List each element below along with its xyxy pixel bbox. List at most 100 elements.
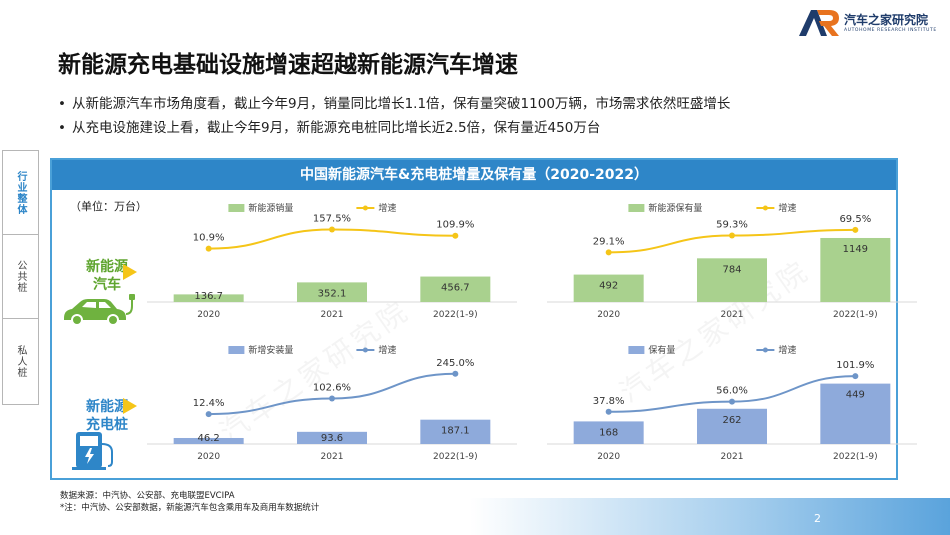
chart-panel: 中国新能源汽车&充电桩增量及保有量（2020-2022） （单位：万台） 汽车之…: [50, 158, 917, 480]
bar: [420, 419, 491, 444]
chart-ev-stock: 新能源保有量 增速 492 2020 784 2021 1149 2022(1-9) 29.1%…: [547, 196, 917, 326]
footer-band: [470, 498, 950, 535]
bar-value-label: 1149: [843, 244, 868, 255]
bar: [697, 258, 767, 302]
chart-pile-new: 新增安装量 增速 46.2 2020 93.6 2021 187.1 2022(1-9) 12.…: [147, 338, 517, 468]
bar-value-label: 456.7: [441, 283, 470, 294]
side-nav-item-industry[interactable]: 行业整体: [3, 151, 38, 235]
growth-value-label: 102.6%: [313, 382, 351, 393]
category-pile-line1: 新能源: [86, 399, 128, 415]
growth-value-label: 56.0%: [716, 386, 748, 397]
x-tick-label: 2021: [321, 452, 344, 462]
growth-value-label: 37.8%: [593, 396, 625, 407]
legend-bar-label: 保有量: [648, 344, 675, 356]
chart-pile-stock: 保有量 增速 168 2020 262 2021 449 2022(1-9) 37.8% 56.0…: [547, 338, 917, 468]
growth-value-label: 245.0%: [436, 358, 474, 369]
x-tick-label: 2022(1-9): [433, 452, 478, 462]
legend-line-marker: [762, 205, 768, 211]
bar-value-label: 784: [722, 264, 741, 275]
bar: [297, 431, 367, 444]
ev-sales-svg: 新能源销量 增速 136.7 2020 352.1 2021 456.7 2022(1-9) 1…: [147, 202, 517, 320]
side-nav-item-private-pile[interactable]: 私人桩: [3, 319, 38, 404]
growth-point: [852, 373, 859, 380]
category-ev-line1: 新能源: [86, 259, 128, 275]
x-tick-label: 2020: [597, 452, 620, 462]
legend-line-marker: [362, 347, 368, 353]
growth-point: [452, 370, 459, 377]
category-ev-line2: 汽车: [93, 277, 121, 293]
pile-stock-svg: 保有量 增速 168 2020 262 2021 449 2022(1-9) 37.8% 56.0…: [547, 344, 917, 462]
legend-line-label: 增速: [778, 202, 796, 214]
x-tick-label: 2022(1-9): [833, 452, 878, 462]
legend-line-label: 增速: [378, 344, 396, 356]
legend-bar-swatch: [228, 346, 245, 354]
bullet-item: 从新能源汽车市场角度看，截止今年9月，销量同比增长1.1倍，保有量突破1100万…: [58, 92, 730, 116]
panel-title: 中国新能源汽车&充电桩增量及保有量（2020-2022）: [300, 167, 648, 183]
growth-value-label: 12.4%: [193, 398, 225, 409]
legend-line-marker: [362, 205, 368, 211]
growth-value-label: 59.3%: [716, 220, 748, 231]
category-pile-line2: 充电桩: [86, 417, 128, 433]
brand-name: 汽车之家研究院: [844, 13, 929, 27]
side-nav-label: 私人桩: [15, 345, 26, 378]
side-nav-label: 公共桩: [15, 260, 26, 293]
legend-bar-label: 新增安装量: [248, 344, 293, 356]
legend-line-label: 增速: [378, 202, 396, 214]
page-title: 新能源充电基础设施增速超越新能源汽车增速: [58, 52, 518, 78]
footnotes: 数据来源：中汽协、公安部、充电联盟EVCIPA *注：中汽协、公安部数据，新能源…: [60, 490, 319, 514]
growth-point: [605, 408, 612, 415]
summary-bullets: 从新能源汽车市场角度看，截止今年9月，销量同比增长1.1倍，保有量突破1100万…: [58, 92, 730, 140]
ev-stock-svg: 新能源保有量 增速 492 2020 784 2021 1149 2022(1-9) 29.1%…: [547, 202, 917, 320]
bullet-item: 从充电设施建设上看，截止今年9月，新能源充电桩同比增长近2.5倍，保有量近450…: [58, 116, 730, 140]
growth-value-label: 10.9%: [193, 233, 225, 244]
legend-bar-label: 新能源保有量: [648, 202, 702, 214]
side-nav-item-public-pile[interactable]: 公共桩: [3, 235, 38, 319]
bar-value-label: 187.1: [441, 426, 470, 437]
bar: [573, 421, 644, 444]
growth-point: [329, 226, 335, 233]
x-tick-label: 2020: [197, 310, 220, 320]
bar-value-label: 168: [599, 427, 618, 438]
ar-logo-icon: [799, 10, 839, 36]
pointer-arrow-icon: [123, 264, 137, 280]
bar-value-label: 262: [722, 415, 741, 426]
growth-value-label: 157.5%: [313, 214, 351, 225]
pile-new-svg: 新增安装量 增速 46.2 2020 93.6 2021 187.1 2022(1-9) 12.…: [147, 344, 517, 462]
growth-point: [729, 232, 735, 239]
brand-logo: 汽车之家研究院 AUTOHOME RESEARCH INSTITUTE: [797, 8, 942, 38]
category-ev: 新能源 汽车: [62, 258, 152, 294]
x-tick-label: 2022(1-9): [433, 310, 478, 320]
bar-value-label: 93.6: [321, 433, 343, 444]
unit-label: （单位：万台）: [70, 200, 147, 213]
x-tick-label: 2022(1-9): [833, 310, 878, 320]
growth-point: [729, 398, 735, 405]
growth-point: [452, 232, 459, 239]
bar: [697, 408, 767, 444]
side-nav-label: 行业整体: [15, 170, 26, 215]
footnote-note: *注：中汽协、公安部数据，新能源汽车包含乘用车及商用车数据统计: [60, 503, 320, 513]
growth-point: [205, 245, 212, 252]
growth-line: [208, 372, 456, 416]
growth-point: [852, 226, 859, 233]
growth-value-label: 29.1%: [593, 236, 625, 247]
bar: [820, 237, 891, 302]
bar-value-label: 136.7: [194, 291, 223, 302]
chart-ev-sales: 新能源销量 增速 136.7 2020 352.1 2021 456.7 2022(1-9) 1…: [147, 196, 517, 326]
legend-bar-label: 新能源销量: [248, 202, 293, 214]
x-tick-label: 2020: [197, 452, 220, 462]
electric-car-icon: [64, 294, 135, 326]
x-tick-label: 2020: [597, 310, 620, 320]
legend-line-marker: [762, 347, 768, 353]
bar: [573, 274, 644, 302]
charging-pile-icon: [72, 432, 113, 470]
legend-bar-swatch: [628, 204, 645, 212]
bar: [420, 276, 491, 302]
panel-header: 中国新能源汽车&充电桩增量及保有量（2020-2022）: [52, 160, 896, 190]
x-tick-label: 2021: [321, 310, 344, 320]
category-pile: 新能源 充电桩: [62, 398, 152, 434]
footnote-source: 数据来源：中汽协、公安部、充电联盟EVCIPA: [60, 491, 235, 501]
side-nav: 行业整体 公共桩 私人桩: [2, 150, 39, 405]
growth-value-label: 101.9%: [836, 360, 874, 371]
growth-point: [329, 395, 335, 402]
growth-point: [205, 411, 212, 418]
